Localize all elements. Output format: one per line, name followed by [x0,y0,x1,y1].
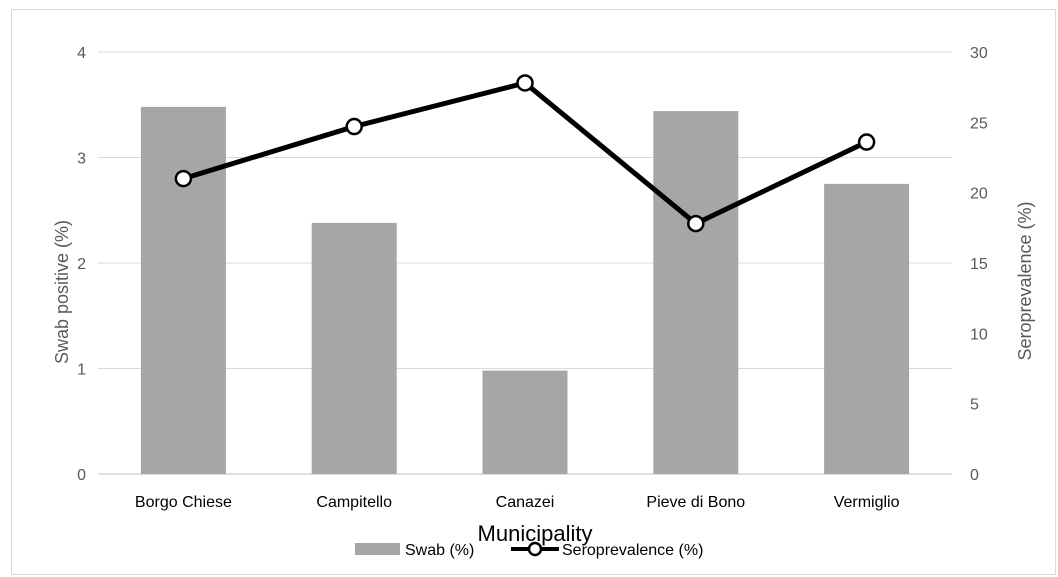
y2-tick-label: 30 [970,45,988,62]
y-tick-label: 0 [77,467,86,484]
x-tick-label: Pieve di Bono [646,494,745,511]
y-tick-label: 4 [77,45,86,62]
line-series [174,74,876,233]
bar-swab [311,222,397,474]
bar-swab [824,183,910,474]
right-axis-ticks: 0 5 10 15 20 25 30 [970,45,988,484]
category-labels: Borgo Chiese Campitello Canazei Pieve di Bo… [135,494,900,511]
gridlines [98,51,952,475]
y2-tick-label: 10 [970,326,988,343]
y-tick-label: 1 [77,362,86,379]
legend-label-swab: Swab (%) [405,542,474,559]
point-seroprevalence [174,169,193,188]
point-seroprevalence [857,133,876,151]
bar-swab [482,370,568,474]
legend-swatch-marker [527,541,543,557]
point-seroprevalence [345,117,363,136]
x-tick-label: Canazei [496,494,555,511]
bar-swab [140,106,226,475]
y2-tick-label: 20 [970,186,988,203]
bar-swab [653,111,739,474]
x-tick-label: Campitello [316,494,392,511]
x-tick-label: Vermiglio [834,494,900,511]
y2-tick-label: 15 [970,256,988,273]
y2-tick-label: 5 [970,397,979,414]
y2-tick-label: 0 [970,467,979,484]
left-axis-ticks: 0 1 2 3 4 [77,45,86,484]
x-tick-label: Borgo Chiese [135,494,232,511]
point-seroprevalence [516,74,534,92]
y-tick-label: 3 [77,151,86,168]
point-seroprevalence [687,214,705,233]
y-tick-label: 2 [77,256,86,273]
legend: Swab (%) Seroprevalence (%) [355,541,703,559]
legend-label-seroprevalence: Seroprevalence (%) [562,542,703,559]
y2-axis-title: Seroprevalence (%) [1015,201,1035,360]
bar-series [140,106,910,475]
y2-tick-label: 25 [970,115,988,132]
line-seroprevalence [182,80,868,227]
y-axis-title: Swab positive (%) [52,220,72,364]
legend-swatch-swab [355,543,400,555]
